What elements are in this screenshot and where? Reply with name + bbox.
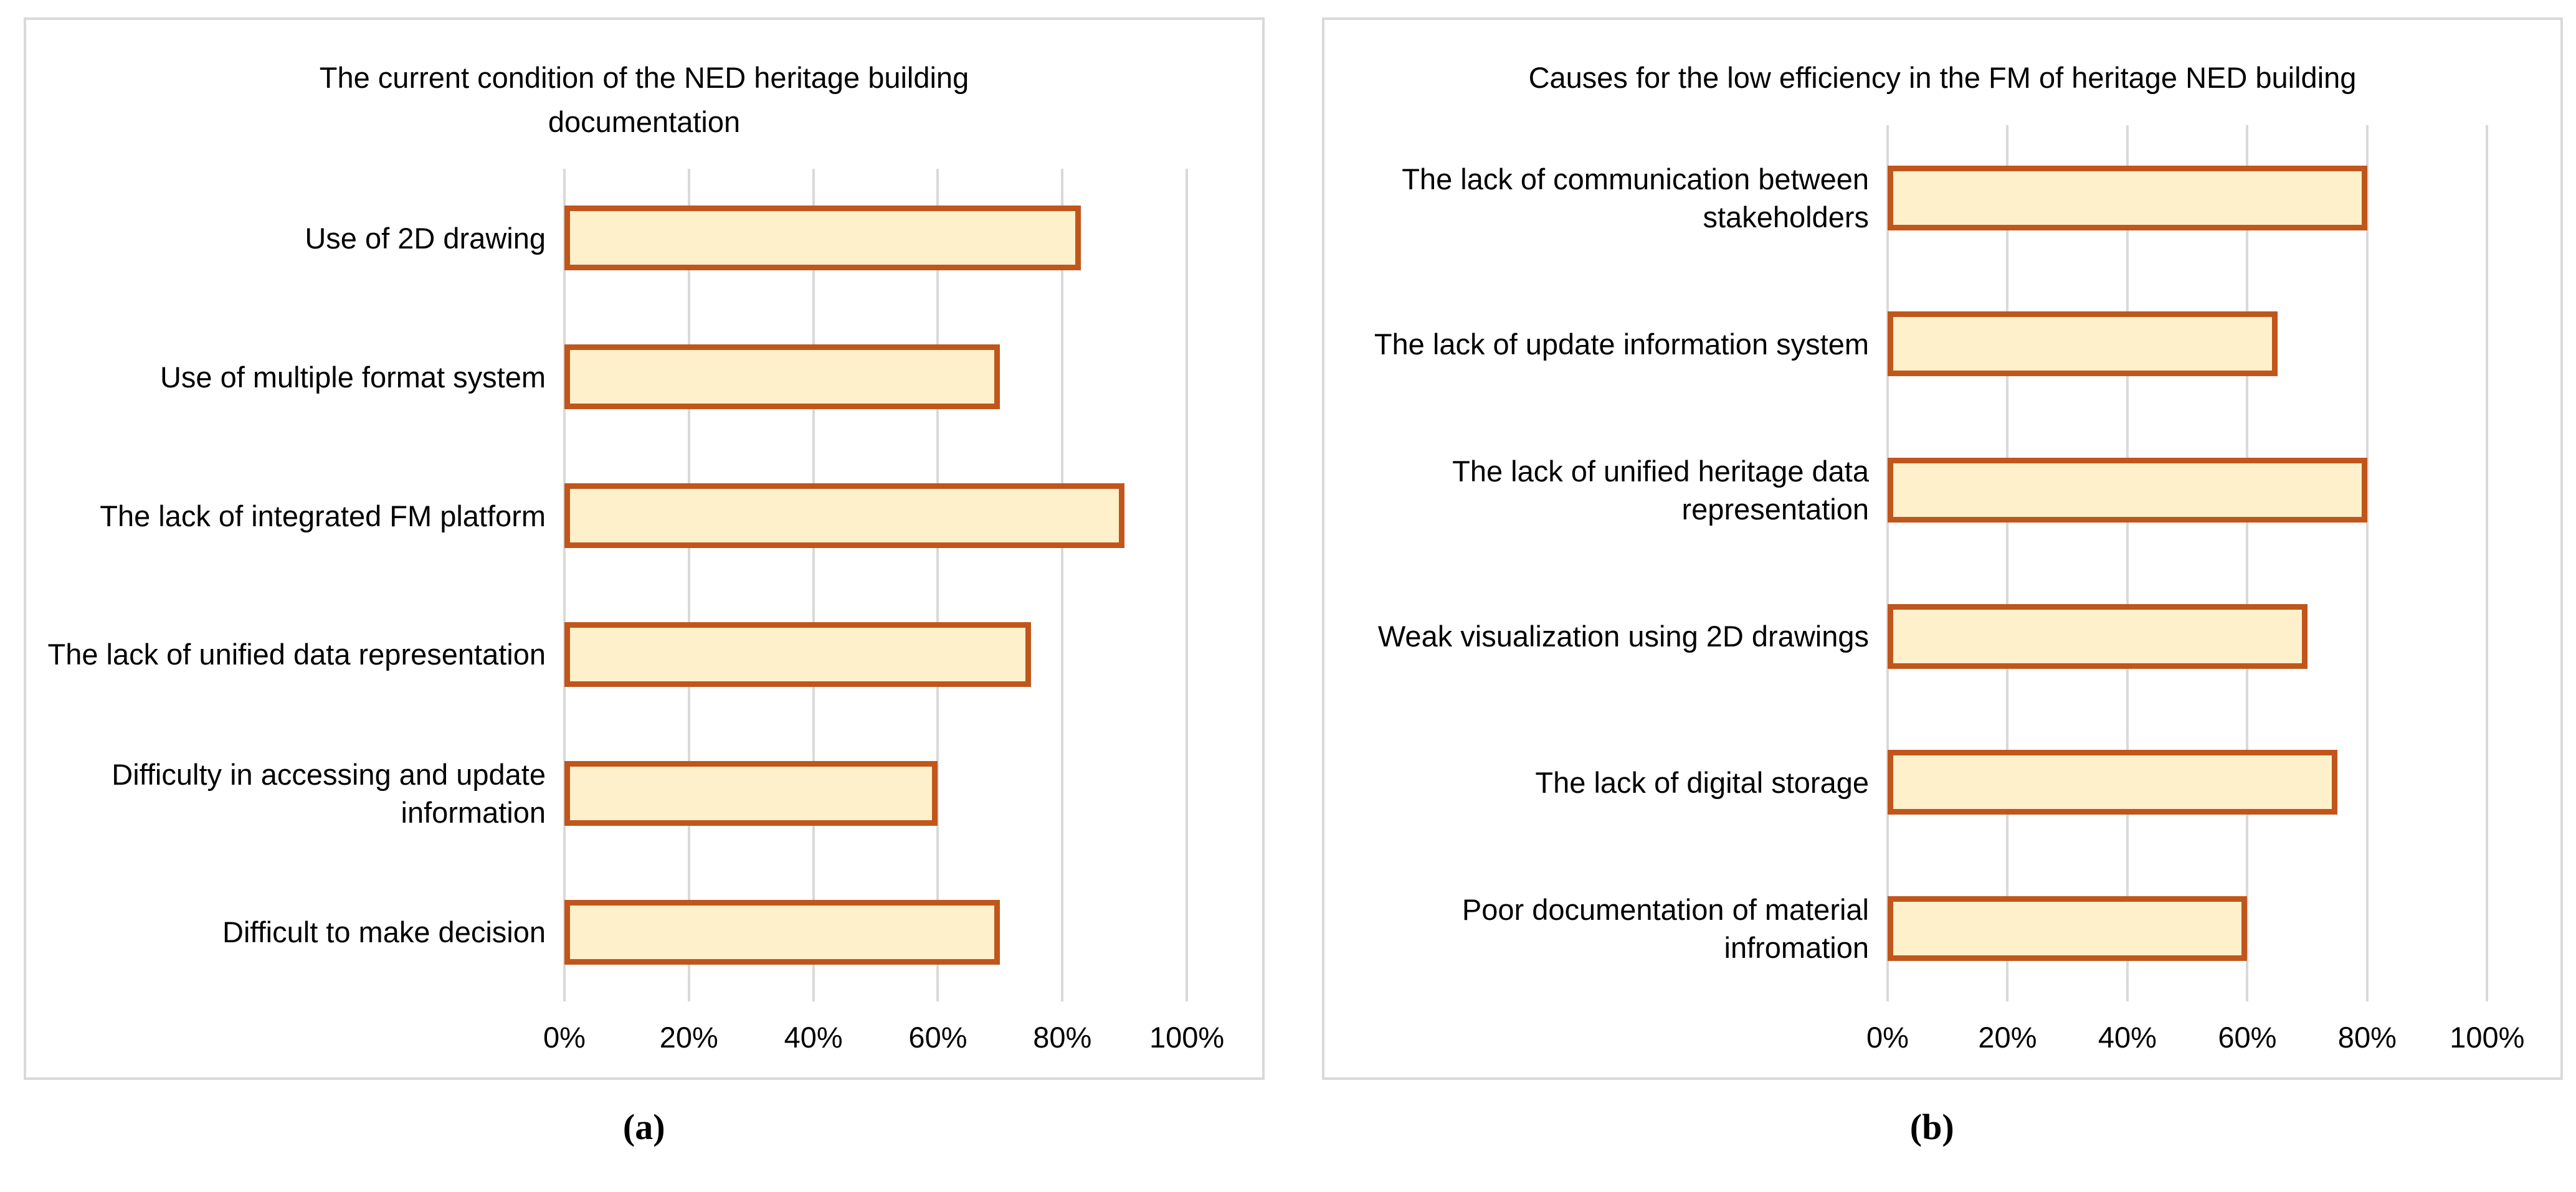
- chart-panel-b: Causes for the low efficiency in the FM …: [1322, 17, 2563, 1080]
- bar-3: [564, 622, 1032, 687]
- caption-a: (a): [622, 1107, 665, 1147]
- axis-tick-label-80%: 80%: [1033, 1021, 1092, 1054]
- chart-b-body: The lack of communication between stakeh…: [1324, 100, 2560, 1078]
- bar-5: [1888, 896, 2248, 961]
- category-label-3: The lack of unified data representation: [47, 638, 546, 671]
- axis-tick-label-0%: 0%: [543, 1021, 586, 1054]
- axis-tick-label-60%: 60%: [2218, 1021, 2277, 1054]
- gridline-20%: [687, 169, 690, 1001]
- chart-a-plot-wrap: 0% 20% 40% 60% 80% 100%: [543, 169, 1241, 1071]
- chart-a-body: Use of 2D drawing Use of multiple format …: [26, 144, 1262, 1077]
- chart-a-category-labels: Use of 2D drawing Use of multiple format …: [36, 169, 564, 1071]
- category-label-3: Weak visualization using 2D drawings: [1377, 619, 1869, 653]
- category-label-5: Difficult to make decision: [222, 915, 546, 948]
- gridline-0%: [1886, 125, 1889, 1001]
- category-label-1: The lack of update information system: [1374, 327, 1869, 361]
- chart-a-plot-area: [563, 169, 1241, 1001]
- axis-tick-label-100%: 100%: [1149, 1021, 1225, 1054]
- chart-a-title: The current condition of the NED heritag…: [319, 61, 986, 138]
- gridline-100%: [2486, 125, 2489, 1001]
- axis-tick-label-0%: 0%: [1866, 1021, 1909, 1054]
- two-panel-bar-chart-figure: The current condition of the NED heritag…: [24, 17, 2563, 1080]
- chart-b-title: Causes for the low efficiency in the FM …: [1528, 61, 2357, 94]
- bar-1: [564, 344, 1000, 410]
- bar-4: [1888, 750, 2337, 815]
- axis-tick-label-20%: 20%: [659, 1021, 718, 1054]
- axis-tick-label-80%: 80%: [2337, 1021, 2397, 1054]
- gridline-40%: [2126, 125, 2129, 1001]
- gridline-60%: [2246, 125, 2249, 1001]
- chart-b-plot-area: [1886, 125, 2539, 1001]
- chart-b-plot-wrap: 0% 20% 40% 60% 80% 100%: [1866, 125, 2539, 1072]
- category-label-2: The lack of unified heritage data repres…: [1452, 454, 1869, 526]
- category-label-1: Use of multiple format system: [159, 360, 546, 394]
- chart-panel-a: The current condition of the NED heritag…: [24, 17, 1265, 1080]
- gridline-60%: [936, 169, 939, 1001]
- category-label-4: Difficulty in accessing and update infor…: [112, 757, 546, 829]
- axis-tick-label-60%: 60%: [908, 1021, 967, 1054]
- bar-2: [564, 483, 1125, 549]
- axis-tick-label-20%: 20%: [1978, 1021, 2037, 1054]
- category-label-5: Poor documentation of material infromati…: [1461, 892, 1869, 964]
- category-label-0: Use of 2D drawing: [305, 221, 546, 255]
- caption-b: (b): [1909, 1107, 1954, 1147]
- chart-b-category-labels: The lack of communication between stakeh…: [1334, 125, 1888, 1072]
- axis-tick-label-100%: 100%: [2450, 1021, 2525, 1054]
- axis-tick-label-40%: 40%: [784, 1021, 843, 1054]
- bar-3: [1888, 603, 2307, 669]
- bar-5: [564, 899, 1000, 965]
- chart-a-x-axis: 0% 20% 40% 60% 80% 100%: [543, 1001, 1241, 1071]
- category-label-4: The lack of digital storage: [1535, 765, 1869, 799]
- bar-4: [564, 760, 938, 826]
- gridline-20%: [2006, 125, 2009, 1001]
- gridline-40%: [812, 169, 815, 1001]
- axis-tick-label-40%: 40%: [2098, 1021, 2157, 1054]
- gridline-100%: [1186, 169, 1189, 1001]
- category-label-2: The lack of integrated FM platform: [100, 499, 546, 532]
- gridline-0%: [563, 169, 566, 1001]
- bar-1: [1888, 311, 2278, 377]
- figure-captions: (a) (b): [0, 1106, 2576, 1148]
- gridline-80%: [1061, 169, 1064, 1001]
- chart-b-x-axis: 0% 20% 40% 60% 80% 100%: [1866, 1001, 2539, 1071]
- bar-0: [1888, 165, 2367, 230]
- bar-0: [564, 206, 1081, 271]
- category-label-0: The lack of communication between stakeh…: [1402, 162, 1869, 234]
- gridline-80%: [2365, 125, 2369, 1001]
- bar-2: [1888, 457, 2367, 523]
